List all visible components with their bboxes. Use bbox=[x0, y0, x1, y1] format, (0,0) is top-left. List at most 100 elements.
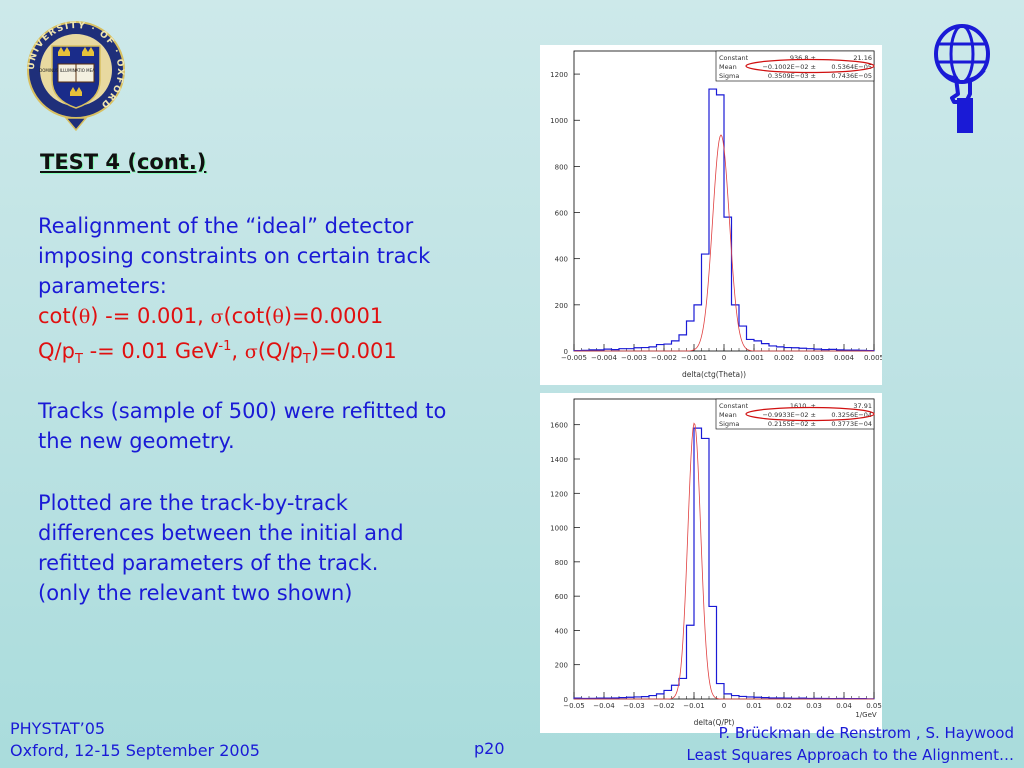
stats-error: 0.5364E−05 bbox=[831, 63, 872, 71]
qpt-mid3: (Q/p bbox=[257, 339, 303, 363]
x-axis-label: delta(ctg(Theta)) bbox=[682, 370, 746, 379]
y-tick-label: 1200 bbox=[550, 71, 568, 79]
y-tick-label: 0 bbox=[564, 696, 568, 704]
sigma-symbol: σ bbox=[210, 306, 224, 328]
plotted-line-4: (only the relevant two shown) bbox=[38, 581, 353, 605]
realignment-paragraph: Realignment of the “ideal” detector impo… bbox=[38, 211, 508, 375]
stats-label: Sigma bbox=[719, 420, 739, 428]
stats-value: 0.2155E−02 ± bbox=[768, 420, 816, 428]
histogram-bin bbox=[694, 305, 702, 351]
x-tick-label: 0.003 bbox=[804, 354, 824, 362]
x-tick-label: −0.05 bbox=[563, 702, 584, 710]
y-tick-label: 1200 bbox=[550, 490, 568, 498]
stats-error: 0.3256E−04 bbox=[831, 411, 872, 419]
footer-conference: PHYSTAT’05 Oxford, 12-15 September 2005 bbox=[10, 718, 260, 762]
histogram-bin bbox=[777, 347, 785, 351]
plot-frame bbox=[573, 398, 875, 700]
x-tick-label: 0.04 bbox=[836, 702, 852, 710]
y-tick-label: 800 bbox=[555, 559, 568, 567]
histogram-bin bbox=[769, 346, 777, 351]
stats-label: Sigma bbox=[719, 72, 739, 80]
stats-value: 1610. ± bbox=[790, 402, 816, 410]
histogram-bin bbox=[702, 438, 710, 699]
y-tick-label: 1600 bbox=[550, 422, 568, 430]
plotted-paragraph: Plotted are the track-by-track differenc… bbox=[38, 488, 508, 608]
y-tick-label: 0 bbox=[564, 348, 568, 356]
x-tick-label: −0.03 bbox=[623, 702, 644, 710]
cot-mid: ) -= 0.001, bbox=[90, 304, 211, 328]
histogram-bin bbox=[754, 341, 762, 351]
mean-highlight-ellipse bbox=[745, 406, 875, 422]
histogram-bin bbox=[664, 690, 672, 699]
realignment-line-2: imposing constraints on certain track bbox=[38, 244, 431, 268]
y-tick-label: 200 bbox=[555, 302, 568, 310]
stats-value: 0.3509E−03 ± bbox=[768, 72, 816, 80]
stats-error: 21.16 bbox=[853, 54, 872, 62]
histogram-bin bbox=[672, 341, 680, 351]
cot-mid2: (cot( bbox=[223, 304, 273, 328]
plotted-line-3: refitted parameters of the track. bbox=[38, 551, 379, 575]
x-axis-label: delta(Q/Pt) bbox=[694, 718, 735, 727]
stats-label: Mean bbox=[719, 411, 737, 419]
histogram-bin bbox=[717, 684, 725, 699]
footer-authors: P. Brückman de Renstrom , S. Haywood Lea… bbox=[687, 722, 1014, 766]
footer-conference-date: Oxford, 12-15 September 2005 bbox=[10, 741, 260, 760]
realignment-line-3: parameters: bbox=[38, 274, 167, 298]
histogram-bin bbox=[694, 428, 702, 699]
x-tick-label: 0 bbox=[722, 702, 726, 710]
gaussian-fit-curve bbox=[574, 422, 874, 700]
footer-talk-title: Least Squares Approach to the Alignment… bbox=[686, 746, 1014, 764]
histogram-bin bbox=[762, 344, 770, 351]
histogram-bin bbox=[657, 694, 665, 699]
x-tick-label: −0.002 bbox=[651, 354, 677, 362]
y-tick-label: 400 bbox=[555, 627, 568, 635]
footer-conference-name: PHYSTAT’05 bbox=[10, 719, 106, 738]
x-tick-label: 0.005 bbox=[864, 354, 882, 362]
t-subscript: T bbox=[74, 352, 83, 368]
tracks-line-2: the new geometry. bbox=[38, 429, 235, 453]
x-tick-label: 0.002 bbox=[774, 354, 794, 362]
gaussian-fit-curve bbox=[574, 134, 874, 352]
stats-box bbox=[715, 50, 875, 82]
x-tick-label: 0.02 bbox=[776, 702, 792, 710]
histogram-bin bbox=[664, 344, 672, 351]
histogram-bin bbox=[724, 694, 732, 699]
stats-label: Constant bbox=[719, 402, 749, 410]
y-tick-label: 1400 bbox=[550, 456, 568, 464]
x-tick-label: −0.02 bbox=[653, 702, 674, 710]
x-tick-label: 0.001 bbox=[744, 354, 764, 362]
qpt-end: )=0.001 bbox=[310, 339, 397, 363]
y-tick-label: 200 bbox=[555, 662, 568, 670]
stats-label: Mean bbox=[719, 63, 737, 71]
oxford-crest-logo: UNIVERSITY · OF · OXFORD DOMINUS ILLUMIN… bbox=[27, 21, 125, 132]
stats-value: 936.8 ± bbox=[790, 54, 816, 62]
qpt-mid: -= 0.01 GeV bbox=[82, 339, 219, 363]
x-tick-label: −0.003 bbox=[621, 354, 647, 362]
x-tick-label: 0.01 bbox=[746, 702, 762, 710]
mean-highlight-ellipse bbox=[745, 58, 875, 74]
stats-label: Constant bbox=[719, 54, 749, 62]
qpt-mid2: , bbox=[231, 339, 245, 363]
x-tick-label: 0 bbox=[722, 354, 726, 362]
t-subscript: T bbox=[302, 352, 311, 368]
slide-title: TEST 4 (cont.) bbox=[40, 150, 207, 174]
y-tick-label: 600 bbox=[555, 210, 568, 218]
footer-author-names: P. Brückman de Renstrom , S. Haywood bbox=[718, 724, 1014, 742]
x-tick-label: −0.004 bbox=[591, 354, 617, 362]
y-tick-label: 400 bbox=[555, 256, 568, 264]
x-axis-unit: 1/GeV bbox=[855, 711, 877, 719]
histogram-bin bbox=[687, 625, 695, 699]
y-tick-label: 1000 bbox=[550, 117, 568, 125]
histogram-bin bbox=[717, 95, 725, 351]
cot-theta-constraint: cot(θ) -= 0.001, σ(cot(θ)=0.0001 bbox=[38, 301, 508, 332]
x-tick-label: −0.005 bbox=[561, 354, 587, 362]
plotted-line-2: differences between the initial and bbox=[38, 521, 404, 545]
histogram-bin bbox=[679, 678, 687, 699]
histogram-outline bbox=[573, 88, 875, 352]
stats-error: 0.3773E−04 bbox=[831, 420, 872, 428]
histogram-bin bbox=[732, 305, 740, 351]
atlas-logo bbox=[934, 24, 990, 133]
histogram-bin bbox=[657, 345, 665, 351]
oxford-book-text: DOMINUS ILLUMINATIO MEA bbox=[39, 68, 95, 73]
